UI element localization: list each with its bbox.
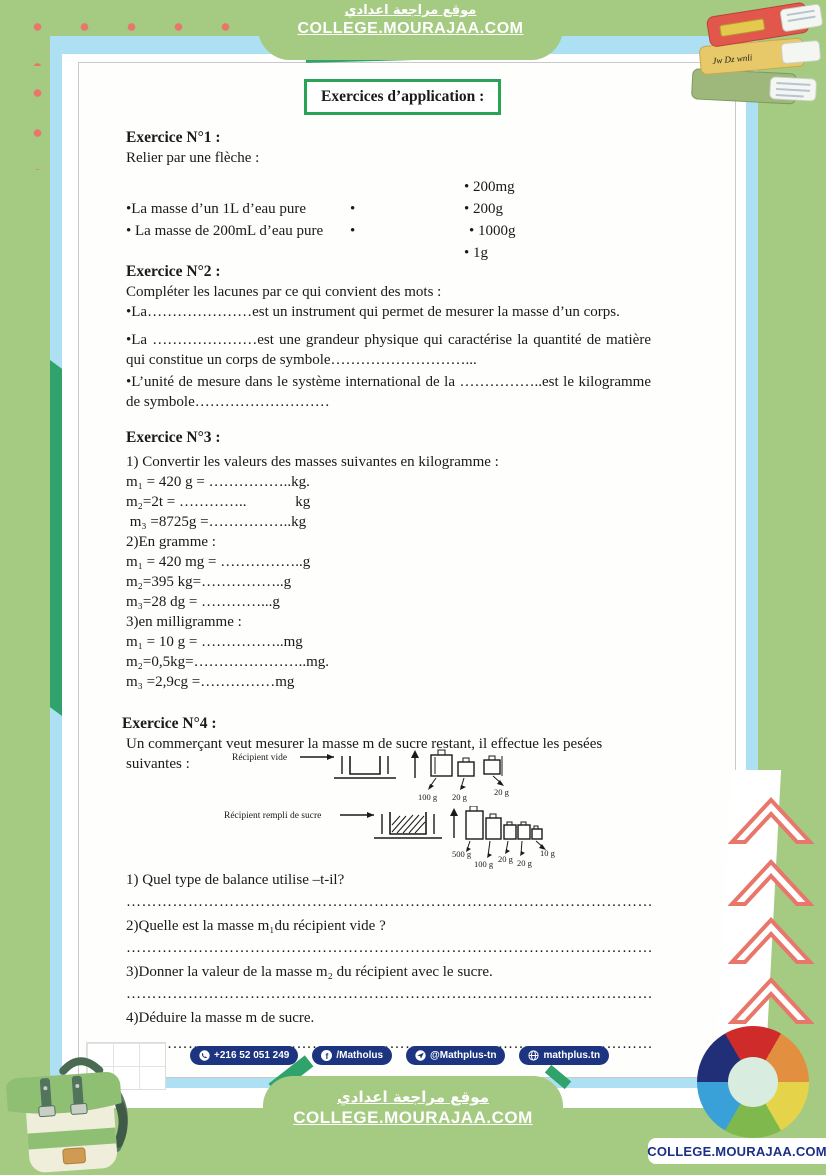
- match-option: • 1g: [464, 245, 489, 261]
- ex2-intro: Compléter les lacunes par ce qui convien…: [126, 284, 442, 300]
- telegram-badge[interactable]: @Mathplus-tn: [406, 1046, 506, 1065]
- connector-dot: •: [350, 223, 356, 239]
- ex4-question: 1) Quel type de balance utilise –t-il?: [126, 872, 345, 888]
- ex1-intro: Relier par une flèche :: [126, 150, 260, 166]
- site-url-link[interactable]: COLLEGE.MOURAJAA.COM: [297, 20, 524, 37]
- site-url-link[interactable]: COLLEGE.MOURAJAA.COM: [293, 1108, 533, 1127]
- ex4-heading: Exercice N°4 :: [122, 715, 217, 732]
- whatsapp-badge[interactable]: +216 52 051 249: [190, 1046, 299, 1065]
- ex4-diagram-area: Un commerçant veut mesurer la masse m de…: [126, 734, 651, 869]
- green-accent-strip: [50, 360, 62, 716]
- badge-label: mathplus.tn: [543, 1050, 601, 1061]
- ex2-line: •La…………………est un instrument qui permet d…: [126, 304, 620, 320]
- ex3-line: m₁ = 420 mg = ……………..g: [126, 554, 311, 570]
- svg-text:20 g: 20 g: [452, 792, 468, 802]
- ex3-line: m₂=2t = ………….. kg: [126, 494, 311, 510]
- ex2-line: •La …………………est une grandeur physique qui…: [126, 332, 655, 368]
- ex4-question: 4)Déduire la masse m de sucre.: [126, 1010, 315, 1026]
- answer-line: ……………………………………………………………………………………………………………: [126, 940, 651, 956]
- telegram-icon: [415, 1050, 426, 1061]
- ex3-line: 3)en milligramme :: [126, 614, 242, 630]
- ex2-line: •L’unité de mesure dans le système inter…: [126, 374, 655, 410]
- ex4-question: 2)Quelle est la masse m₁du récipient vid…: [126, 918, 386, 934]
- ex1-left-column: •La masse d’un 1L d’eau pure • • La mass…: [126, 198, 456, 242]
- svg-text:Récipient vide: Récipient vide: [232, 753, 287, 763]
- ex3-heading: Exercice N°3 :: [126, 429, 221, 446]
- ex1-matching-area: • 200mg • 200g • 1000g • 1g •La masse d’…: [126, 172, 651, 261]
- ex3-line: m₃=28 dg = …………...g: [126, 594, 280, 610]
- whatsapp-icon: [199, 1050, 210, 1061]
- svg-text:100 g: 100 g: [474, 859, 494, 869]
- site-footer: موقع مراجعة اعدادي COLLEGE.MOURAJAA.COM: [263, 1076, 563, 1145]
- site-name-arabic-link[interactable]: موقع مراجعة اعدادي: [337, 1088, 489, 1106]
- ex4-intro: Un commerçant veut mesurer la masse m de…: [126, 736, 606, 772]
- ex1-right-column: • 200mg • 200g • 1000g • 1g: [464, 176, 516, 264]
- answer-line: ……………………………………………………………………………………………………………: [126, 986, 651, 1002]
- ex3-line: m₁ = 10 g = ……………..mg: [126, 634, 303, 650]
- website-badge[interactable]: mathplus.tn: [519, 1046, 610, 1065]
- badge-label: +216 52 051 249: [214, 1050, 290, 1061]
- svg-text:Récipient rempli de sucre: Récipient rempli de sucre: [224, 811, 321, 821]
- site-logo-wheel: [697, 1026, 809, 1138]
- logo-caption: COLLEGE.MOURAJAA.COM: [647, 1143, 826, 1159]
- site-name-arabic-link[interactable]: موقع مراجعة اعدادي: [344, 3, 477, 18]
- ex2-heading: Exercice N°2 :: [126, 263, 221, 280]
- worksheet-title: Exercices d’application :: [304, 79, 502, 115]
- scale-diagram-sugar-container: Récipient rempli de sucre: [224, 806, 556, 869]
- svg-text:Jw Dz wnli: Jw Dz wnli: [712, 52, 753, 65]
- scale-diagram-empty-container: Récipient vide 100 g 20 g 20: [232, 749, 510, 802]
- ex3-line: 2)En gramme :: [126, 534, 216, 550]
- backpack-illustration: [4, 1057, 128, 1173]
- badge-label: @Mathplus-tn: [430, 1050, 497, 1061]
- answer-line: ……………………………………………………………………………………………………………: [126, 894, 651, 910]
- logo-center: [728, 1057, 778, 1107]
- ex3-line: m₁ = 420 g = ……………..kg.: [126, 474, 310, 490]
- ex4-question: 3)Donner la valeur de la masse m₂ du réc…: [126, 964, 493, 980]
- match-option: • 1000g: [469, 223, 516, 239]
- svg-text:100 g: 100 g: [418, 792, 438, 802]
- ex1-heading: Exercice N°1 :: [126, 129, 221, 146]
- match-option: • 200g: [464, 201, 504, 217]
- dots-pattern: [0, 66, 60, 170]
- social-badge-row: +216 52 051 249 f /Matholus @Mathplus-tn…: [190, 1046, 610, 1065]
- chevron-up-icon: [728, 797, 814, 844]
- svg-text:20 g: 20 g: [517, 858, 533, 868]
- facebook-badge[interactable]: f /Matholus: [312, 1046, 393, 1065]
- ex3-line: 1) Convertir les valeurs des masses suiv…: [126, 454, 499, 470]
- chevron-up-icon: [728, 977, 814, 1024]
- connector-dot: •: [350, 201, 356, 217]
- ex3-line: m₂=0,5kg=…………………..mg.: [126, 654, 329, 670]
- match-option: • 200mg: [464, 179, 515, 195]
- ex3-line: m₂=395 kg=……………..g: [126, 574, 292, 590]
- match-item: • La masse de 200mL d’eau pure: [126, 223, 324, 239]
- facebook-icon: f: [321, 1050, 333, 1061]
- site-header: موقع مراجعة اعدادي COLLEGE.MOURAJAA.COM: [258, 0, 563, 60]
- svg-text:20 g: 20 g: [494, 787, 510, 797]
- books-illustration: Jw Dz wnli: [691, 2, 823, 105]
- chevron-up-icon: [728, 917, 814, 964]
- globe-icon: [528, 1050, 540, 1061]
- match-item: •La masse d’un 1L d’eau pure: [126, 201, 307, 217]
- svg-text:20 g: 20 g: [498, 854, 514, 864]
- svg-text:500 g: 500 g: [452, 849, 472, 859]
- ex3-line: m₃ =8725g =……………..kg: [126, 514, 307, 530]
- badge-label: /Matholus: [336, 1050, 384, 1061]
- worksheet-page: Exercices d’application : Exercice N°1 :…: [78, 62, 736, 1078]
- ex3-line: m₃ =2,9cg =……………mg: [126, 674, 295, 690]
- svg-text:10 g: 10 g: [540, 848, 556, 858]
- chevron-up-icon: [728, 859, 814, 906]
- logo-caption-strip: COLLEGE.MOURAJAA.COM: [647, 1138, 826, 1164]
